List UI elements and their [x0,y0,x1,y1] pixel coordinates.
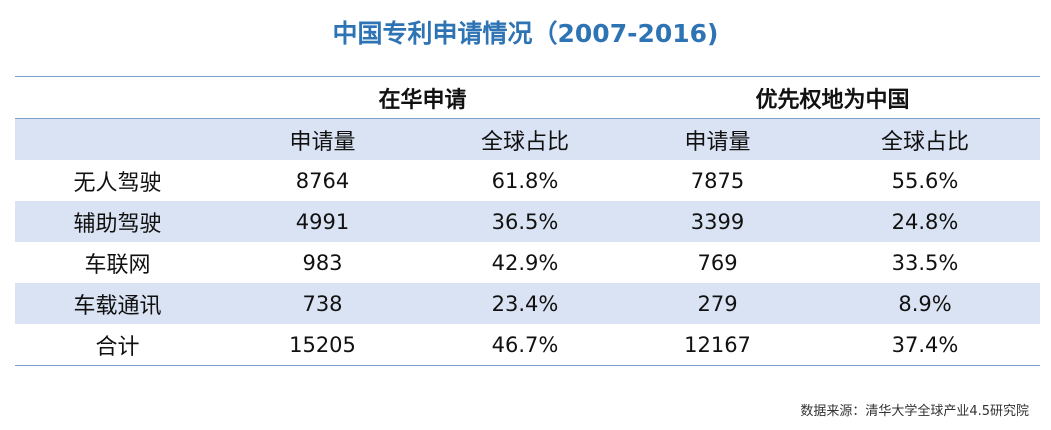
table-cell: 738 [220,283,425,324]
table-cell: 12167 [625,324,811,366]
table-row: 车联网 983 42.9% 769 33.5% [15,242,1040,283]
page-title: 中国专利申请情况（2007-2016) [332,19,719,48]
table-cell: 3399 [625,201,811,242]
table-cell: 55.6% [891,168,959,193]
table-cell: 42.9% [491,250,559,275]
row-label: 合计 [15,324,220,366]
sub-header-cell: 全球占比 [425,118,626,160]
patent-table: 在华申请 优先权地为中国 申请量 全球占比 申请量 全球占比 无人驾驶 8764… [15,76,1041,366]
table-cell: 61.8% [491,168,559,193]
group-header-row: 在华申请 优先权地为中国 [15,76,1041,119]
table-cell: 8.9% [810,283,1041,324]
table-cell: 23.4% [425,283,626,324]
table-row: 车载通讯 738 23.4% 279 8.9% [15,283,1041,324]
row-label: 辅助驾驶 [15,201,220,242]
corner-cell [15,76,220,119]
sub-header-cell: 全球占比 [810,118,1041,160]
table-cell: 8764 [295,168,350,193]
row-label: 无人驾驶 [73,170,162,196]
row-label: 车联网 [84,252,151,278]
table-cell: 279 [625,283,811,324]
table-cell: 4991 [220,201,425,242]
sub-header-cell: 申请量 [625,118,811,160]
table-cell: 769 [697,250,738,275]
table-row: 无人驾驶 8764 61.8% 7875 55.6% [15,160,1040,201]
group-header-domestic: 在华申请 [220,76,626,119]
table-cell: 33.5% [891,250,959,275]
source-note: 数据来源：清华大学全球产业4.5研究院 [800,404,1029,419]
sub-header-row: 申请量 全球占比 申请量 全球占比 [15,118,1041,160]
row-label: 车载通讯 [15,283,220,324]
table-cell: 37.4% [810,324,1041,366]
table-cell: 36.5% [425,201,626,242]
table-cell: 983 [302,250,343,275]
sub-header-cell: 申请量 [220,118,425,160]
sub-header-empty [15,118,220,160]
table-cell: 15205 [220,324,425,366]
total-row: 合计 15205 46.7% 12167 37.4% [15,324,1041,366]
table-cell: 7875 [690,168,745,193]
table-row: 辅助驾驶 4991 36.5% 3399 24.8% [15,201,1041,242]
table-cell: 24.8% [810,201,1041,242]
table-cell: 46.7% [425,324,626,366]
group-header-priority-china: 优先权地为中国 [625,76,1041,119]
